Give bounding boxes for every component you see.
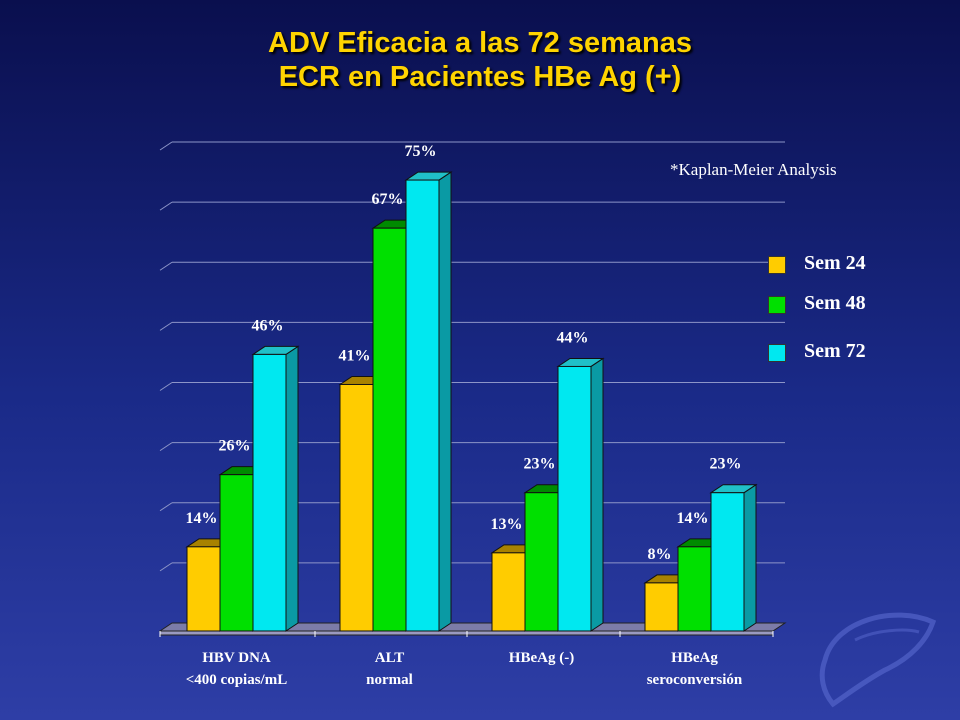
value-label-sem24-1: 41% [339,347,371,364]
category-labels: HBV DNA <400 copias/mL ALT normal HBeAg (-) H… [186,650,743,688]
bar-side [285,345,299,632]
grid-line-diag [159,562,173,572]
value-label-sem72-1: 75% [405,143,437,160]
grid-line-diag [159,382,173,391]
legend-label-sem24: Sem 24 [804,252,866,274]
value-label-sem48-3: 14% [677,510,709,527]
bar-front [644,582,679,632]
bars [185,171,758,632]
category-label-0-0: HBV DNA [202,650,271,666]
value-label-sem24-3: 8% [648,546,672,563]
value-label-sem72-0: 46% [252,317,284,334]
value-label-sem48-2: 23% [524,456,556,473]
chart-title: ADV Eficacia a las 72 semanas ECR en Pac… [0,26,960,94]
bar-front [252,353,287,632]
grid-line-diag [159,442,173,452]
bar-front [491,552,526,632]
bar-sem72-0 [251,345,300,632]
category-label-1-0: ALT [375,650,404,666]
bar-front [339,383,374,632]
value-label-sem24-2: 13% [491,516,523,533]
bar-front [186,546,221,632]
category-label-3-1: seroconversión [647,672,743,688]
grid-line-diag [159,502,173,512]
bar-front [677,546,712,632]
legend-swatch-sem72 [768,344,786,362]
kaplan-meier-note: *Kaplan-Meier Analysis [670,160,837,179]
category-label-3-0: HBeAg [671,650,718,666]
bar-front [524,492,559,632]
category-label-1-1: normal [366,672,413,688]
bar-side [590,357,604,632]
value-label-sem72-3: 23% [710,456,742,473]
legend-swatch-sem48 [768,296,786,314]
grid-line-diag [159,321,173,331]
bar-sem72-3 [709,483,758,632]
legend-swatch-sem24 [768,256,786,274]
bar-front [219,474,254,632]
grid-line-diag [159,201,173,211]
bar-front [710,492,745,632]
bar-front [372,227,407,632]
grid-line-diag [159,141,173,151]
bar-sem72-1 [404,171,453,632]
bar-side [438,171,452,632]
bar-side [743,483,757,632]
legend-label-sem72: Sem 72 [804,340,866,362]
category-label-0-1: <400 copias/mL [186,672,287,688]
bar-sem72-2 [556,357,605,632]
bar-front [557,365,592,632]
value-label-sem48-1: 67% [372,191,404,208]
bar-front [405,179,440,632]
value-label-sem48-0: 26% [219,438,251,455]
chart-title-line2: ECR en Pacientes HBe Ag (+) [278,61,682,93]
liver-logo-icon [819,612,937,708]
category-label-2-0: HBeAg (-) [509,650,574,666]
value-label-sem72-2: 44% [557,329,589,346]
value-labels: 14% 26% 46% 41% 67% 75% 13% 23% 44% 8% 14% 23% [186,143,742,563]
chart-title-line1: ADV Eficacia a las 72 semanas [268,27,692,59]
legend-label-sem48: Sem 48 [804,292,866,314]
grid-line-diag [159,261,173,271]
value-label-sem24-0: 14% [186,510,218,527]
